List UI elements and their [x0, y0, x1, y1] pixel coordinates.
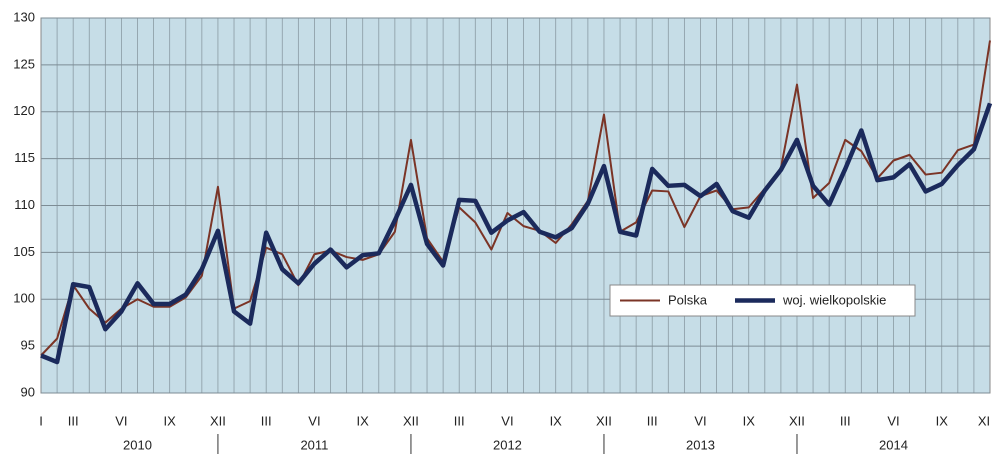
- y-tick-label: 105: [13, 244, 35, 259]
- x-tick-label: VI: [115, 413, 127, 428]
- x-tick-label: XII: [789, 413, 805, 428]
- x-tick-label: III: [840, 413, 851, 428]
- x-tick-label: IX: [936, 413, 949, 428]
- y-tick-label: 95: [21, 338, 35, 353]
- x-tick-label: XII: [210, 413, 226, 428]
- year-label: 2013: [686, 437, 715, 452]
- y-tick-label: 120: [13, 103, 35, 118]
- year-label: 2011: [300, 437, 328, 452]
- x-tick-label: VI: [887, 413, 899, 428]
- x-tick-label: IX: [357, 413, 370, 428]
- y-tick-label: 90: [21, 384, 35, 399]
- x-tick-label: III: [68, 413, 79, 428]
- legend-label: Polska: [668, 292, 708, 307]
- x-tick-label: III: [261, 413, 272, 428]
- year-label: 2014: [879, 437, 908, 452]
- series-line: [40, 102, 993, 365]
- legend-label: woj. wielkopolskie: [782, 292, 886, 307]
- y-tick-label: 130: [13, 9, 35, 24]
- series-line: [40, 40, 991, 357]
- x-tick-label: XI: [978, 413, 990, 428]
- x-tick-label: III: [454, 413, 465, 428]
- y-tick-label: 115: [14, 150, 35, 165]
- x-tick-label: VI: [694, 413, 706, 428]
- year-label: 2012: [493, 437, 522, 452]
- y-tick-label: 100: [13, 291, 35, 306]
- x-tick-label: IX: [550, 413, 563, 428]
- y-tick-label: 125: [13, 56, 35, 71]
- x-tick-label: XII: [403, 413, 419, 428]
- x-tick-label: IX: [743, 413, 756, 428]
- x-tick-label: IX: [164, 413, 177, 428]
- year-label: 2010: [123, 437, 152, 452]
- x-tick-label: I: [39, 413, 43, 428]
- y-tick-label: 110: [14, 197, 35, 212]
- x-tick-label: III: [647, 413, 658, 428]
- x-tick-label: VI: [308, 413, 320, 428]
- x-tick-label: XII: [596, 413, 612, 428]
- x-tick-label: VI: [501, 413, 513, 428]
